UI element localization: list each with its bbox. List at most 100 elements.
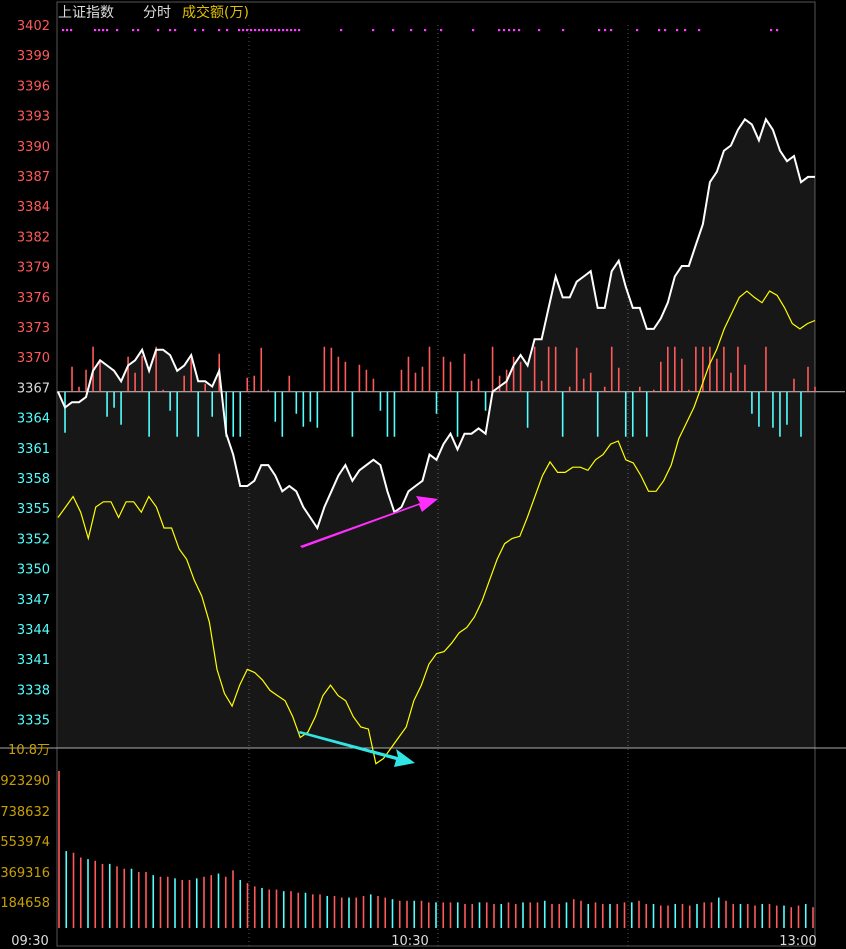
y-tick-label: 3399: [17, 49, 50, 64]
y-tick-label: 3367: [17, 381, 50, 396]
y-tick-label: 3379: [17, 261, 50, 276]
x-tick-label: 13:00: [779, 934, 816, 949]
y-tick-label: 3344: [17, 623, 50, 638]
cyan-arrow: [298, 731, 415, 767]
average-line: [57, 290, 816, 765]
y-tick-label: 3376: [17, 291, 50, 306]
signal-dot: [66, 29, 69, 32]
volume-tick-label: 184658: [0, 896, 50, 911]
signal-dot: [174, 29, 177, 32]
price-fill: [58, 119, 815, 749]
y-tick-label: 3384: [17, 200, 50, 215]
x-tick-label: 09:30: [11, 934, 48, 949]
signal-dot: [169, 29, 172, 32]
signal-dot: [290, 29, 293, 32]
y-tick-label: 3355: [17, 502, 50, 517]
y-tick-label: 3370: [17, 351, 50, 366]
y-tick-label: 3358: [17, 472, 50, 487]
signal-dot: [664, 29, 667, 32]
signal-dot: [498, 29, 501, 32]
y-tick-label: 3341: [17, 653, 50, 668]
signal-dot: [274, 29, 277, 32]
y-tick-label: 3393: [17, 110, 50, 125]
signal-dot: [94, 29, 97, 32]
signal-dot: [562, 29, 565, 32]
signal-dot: [116, 29, 119, 32]
frame: [56, 1, 816, 947]
signal-dot: [518, 29, 521, 32]
signal-dot: [440, 29, 443, 32]
signal-dot: [202, 29, 205, 32]
volume-bars: [58, 771, 814, 928]
signal-dot: [62, 29, 65, 32]
signal-dot: [278, 29, 281, 32]
y-tick-label: 3347: [17, 593, 50, 608]
signal-dot: [282, 29, 285, 32]
signal-dot: [658, 29, 661, 32]
signal-dot: [298, 29, 301, 32]
signal-dot: [424, 29, 427, 32]
x-tick-label: 10:30: [391, 934, 428, 949]
y-tick-label: 3338: [17, 683, 50, 698]
y-tick-label: 3396: [17, 79, 50, 94]
signal-dot: [636, 29, 639, 32]
mode-label: 分时: [143, 5, 171, 21]
signal-dot: [392, 29, 395, 32]
volume-tick-label: 369316: [0, 866, 50, 881]
signal-dot: [226, 29, 229, 32]
signal-dot: [194, 29, 197, 32]
signal-dot: [340, 29, 343, 32]
price-line: [57, 117, 815, 531]
arrows: [298, 496, 438, 767]
y-tick-label: 3364: [17, 412, 50, 427]
axis-labels: 3402 3399 3396 3393 3390 3387 3384 3382 3379 3376…: [0, 19, 816, 949]
signal-dot: [106, 29, 109, 32]
y-tick-label: 3382: [17, 230, 50, 245]
signal-dot: [503, 29, 506, 32]
signal-dot: [676, 29, 679, 32]
signal-dot: [137, 29, 140, 32]
header: 上证指数 分时 成交额(万): [58, 4, 249, 21]
y-tick-label: 3387: [17, 170, 50, 185]
signal-dot: [132, 29, 135, 32]
signal-dot: [157, 29, 160, 32]
signal-dot: [294, 29, 297, 32]
signal-dot: [262, 29, 265, 32]
signal-dot: [372, 29, 375, 32]
volume-tick-label: 923290: [0, 774, 50, 789]
signal-dot: [102, 29, 105, 32]
index-name: 上证指数: [58, 5, 114, 21]
signal-dot: [242, 29, 245, 32]
y-tick-label: 3390: [17, 140, 50, 155]
y-tick-label: 3350: [17, 563, 50, 578]
signal-dot: [410, 29, 413, 32]
signal-dot: [266, 29, 269, 32]
signal-dot: [246, 29, 249, 32]
y-tick-label: 3335: [17, 714, 50, 729]
y-tick-label: 3361: [17, 442, 50, 457]
signal-dot: [610, 29, 613, 32]
signal-dot: [238, 29, 241, 32]
signal-dot: [70, 29, 73, 32]
price-area: [58, 119, 815, 749]
signal-dot: [698, 29, 701, 32]
signal-dot: [286, 29, 289, 32]
signal-dot: [770, 29, 773, 32]
signal-dot: [513, 29, 516, 32]
signal-dot: [254, 29, 257, 32]
y-tick-label: 3373: [17, 321, 50, 336]
signal-dot: [98, 29, 101, 32]
signal-dot: [604, 29, 607, 32]
signal-dot: [684, 29, 687, 32]
signal-dot: [270, 29, 273, 32]
signal-dot: [250, 29, 253, 32]
magenta-arrow: [300, 496, 438, 548]
signal-dots: [62, 29, 779, 32]
signal-dot: [538, 29, 541, 32]
volume-tick-label: 738632: [0, 805, 50, 820]
volume-label: 成交额(万): [182, 4, 249, 21]
signal-dot: [258, 29, 261, 32]
signal-dot: [776, 29, 779, 32]
